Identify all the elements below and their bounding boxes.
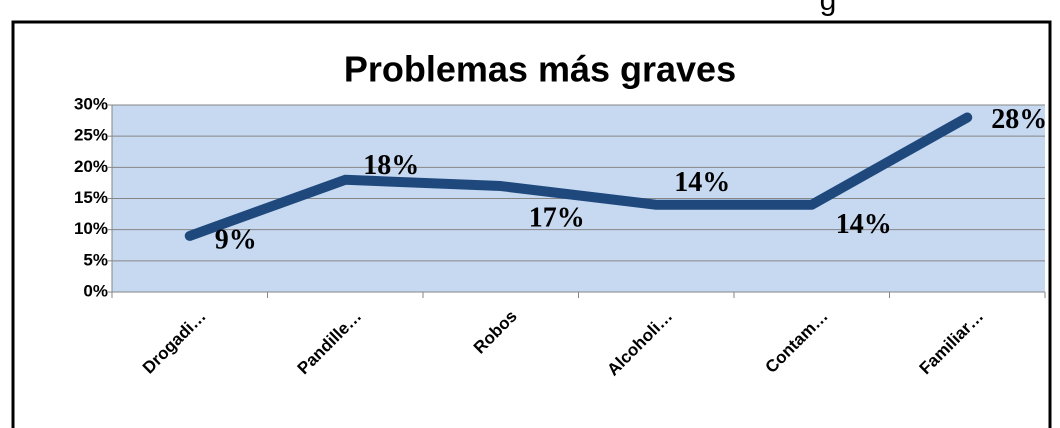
data-label: 28% [991,104,1047,135]
caption-fragment: g [820,0,837,17]
y-tick-label: 25% [74,126,108,145]
frame [11,20,1052,428]
y-tick-label: 15% [74,188,108,207]
y-tick-label: 30% [74,94,108,113]
y-tick-label: 0% [83,281,108,300]
data-label: 18% [363,150,419,181]
y-tick-label: 20% [74,157,108,176]
line [184,112,973,241]
y-tick-label: 10% [74,219,108,238]
y-tick-label: 5% [83,250,108,269]
data-label: 9% [215,224,257,255]
chart-title: Problemas más graves [344,49,736,90]
data-label: 14% [674,167,730,198]
data-label: 17% [529,202,585,233]
data-label: 14% [836,209,892,240]
